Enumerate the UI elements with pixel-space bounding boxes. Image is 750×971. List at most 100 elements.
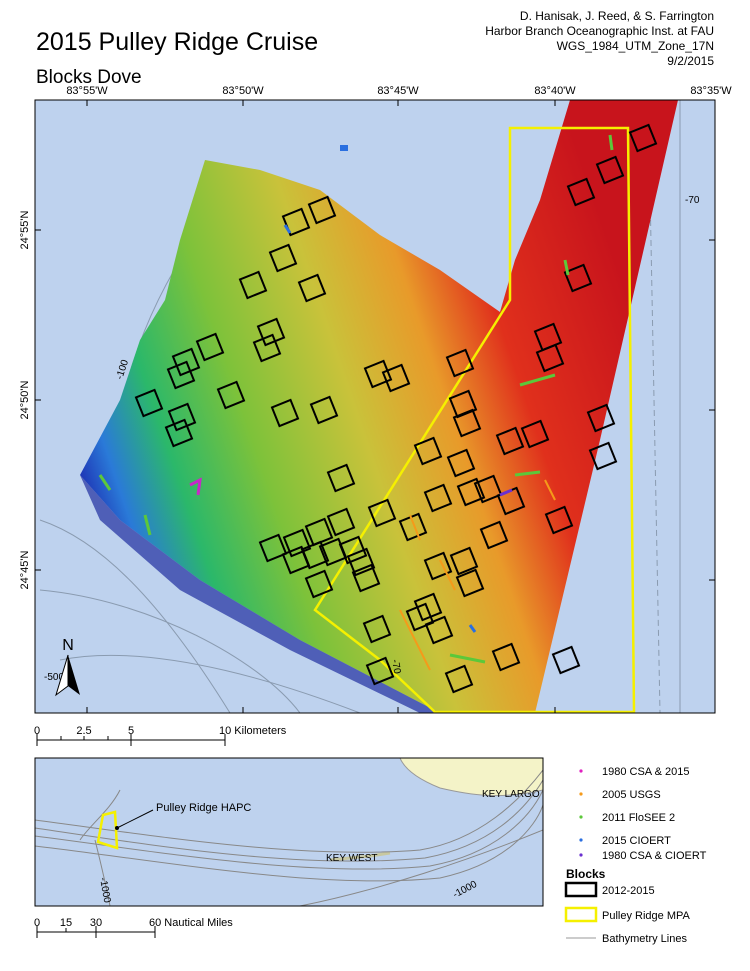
longitude-label: 83°40'W [534,85,576,97]
credit: WGS_1984_UTM_Zone_17N [557,39,714,53]
credit: D. Hanisak, J. Reed, & S. Farrington [520,9,714,23]
longitude-label: 83°50'W [222,85,264,97]
main-map [35,100,715,713]
block [381,363,411,393]
tracks [98,134,614,671]
latitude-label: 24°50'N [19,380,31,419]
longitude-label: 83°55'W [66,85,108,97]
scale-label: 15 [60,917,72,929]
block [473,474,503,504]
block [456,477,486,507]
block [444,664,474,694]
block [479,520,509,550]
block [566,177,596,207]
inset-label: KEY LARGO [482,789,540,800]
nm-scale-bar [36,926,156,938]
legend-label: Bathymetry Lines [602,933,687,945]
block [346,547,376,577]
block [365,656,395,686]
block [252,333,282,363]
block [452,408,482,438]
blocks [134,123,658,694]
block [628,123,658,153]
scale-label: 30 [90,917,102,929]
block [586,403,616,433]
block [551,645,581,675]
block [405,602,435,632]
block [588,441,618,471]
block [258,533,288,563]
block [455,568,485,598]
legend-label: Pulley Ridge MPA [602,910,690,922]
inset-frame [34,757,544,907]
scale-label: 0 [34,917,40,929]
block [307,195,337,225]
credit: 9/2/2015 [667,54,714,68]
block [445,348,475,378]
block [309,395,339,425]
block [595,155,625,185]
block [362,614,392,644]
legend-label: 2011 FloSEE 2 [602,812,675,824]
legend-label: 2015 CIOERT [602,835,671,847]
latitude-label: 24°45'N [19,550,31,589]
block [491,642,521,672]
subtitle: Blocks Dove [36,67,142,88]
block [535,343,565,373]
legend [564,769,598,939]
scale-label: 5 [128,725,134,737]
block [326,463,356,493]
block [304,569,334,599]
longitude-label: 83°45'W [377,85,419,97]
credit: Harbor Branch Oceanographic Inst. at FAU [485,24,714,38]
block [268,243,298,273]
km-scale-bar [36,734,226,746]
block [167,402,197,432]
inset-label: KEY WEST [326,853,378,864]
block [423,551,453,581]
block [423,483,453,513]
contour-label: -500 [44,672,64,683]
legend-label: 1980 CSA & 2015 [602,766,689,778]
block [520,419,550,449]
legend-label: 2012-2015 [602,885,655,897]
scale-label: 0 [34,725,40,737]
legend-label: 2005 USGS [602,789,661,801]
frame-ticks [35,100,715,713]
block [304,517,334,547]
block [495,426,525,456]
legend-label: 1980 CSA & CIOERT [602,850,707,862]
contour-label: -70 [685,195,700,206]
latitude-label: 24°55'N [19,210,31,249]
block [282,528,312,558]
inset-map [35,758,543,906]
block [270,398,300,428]
block [297,273,327,303]
bathymetry-surface [80,100,678,713]
block [134,388,164,418]
longitude-label: 83°35'W [690,85,732,97]
legend-heading: Blocks [566,867,606,881]
contour-label: -70 [389,659,402,676]
block [446,448,476,478]
block [413,592,443,622]
north-arrow [55,654,80,697]
block [544,505,574,535]
block [338,535,368,565]
block [449,546,479,576]
block [413,436,443,466]
scale-label: 10 Kilometers [219,725,287,737]
scale-label: 2.5 [76,725,91,737]
scale-label: 60 Nautical Miles [149,917,233,929]
survey-dot [340,145,348,151]
north-label: N [62,637,74,654]
block [563,263,593,293]
block [398,512,428,542]
inset-label: Pulley Ridge HAPC [156,802,251,814]
block [216,380,246,410]
block [281,545,311,575]
block [326,507,356,537]
block [195,332,225,362]
